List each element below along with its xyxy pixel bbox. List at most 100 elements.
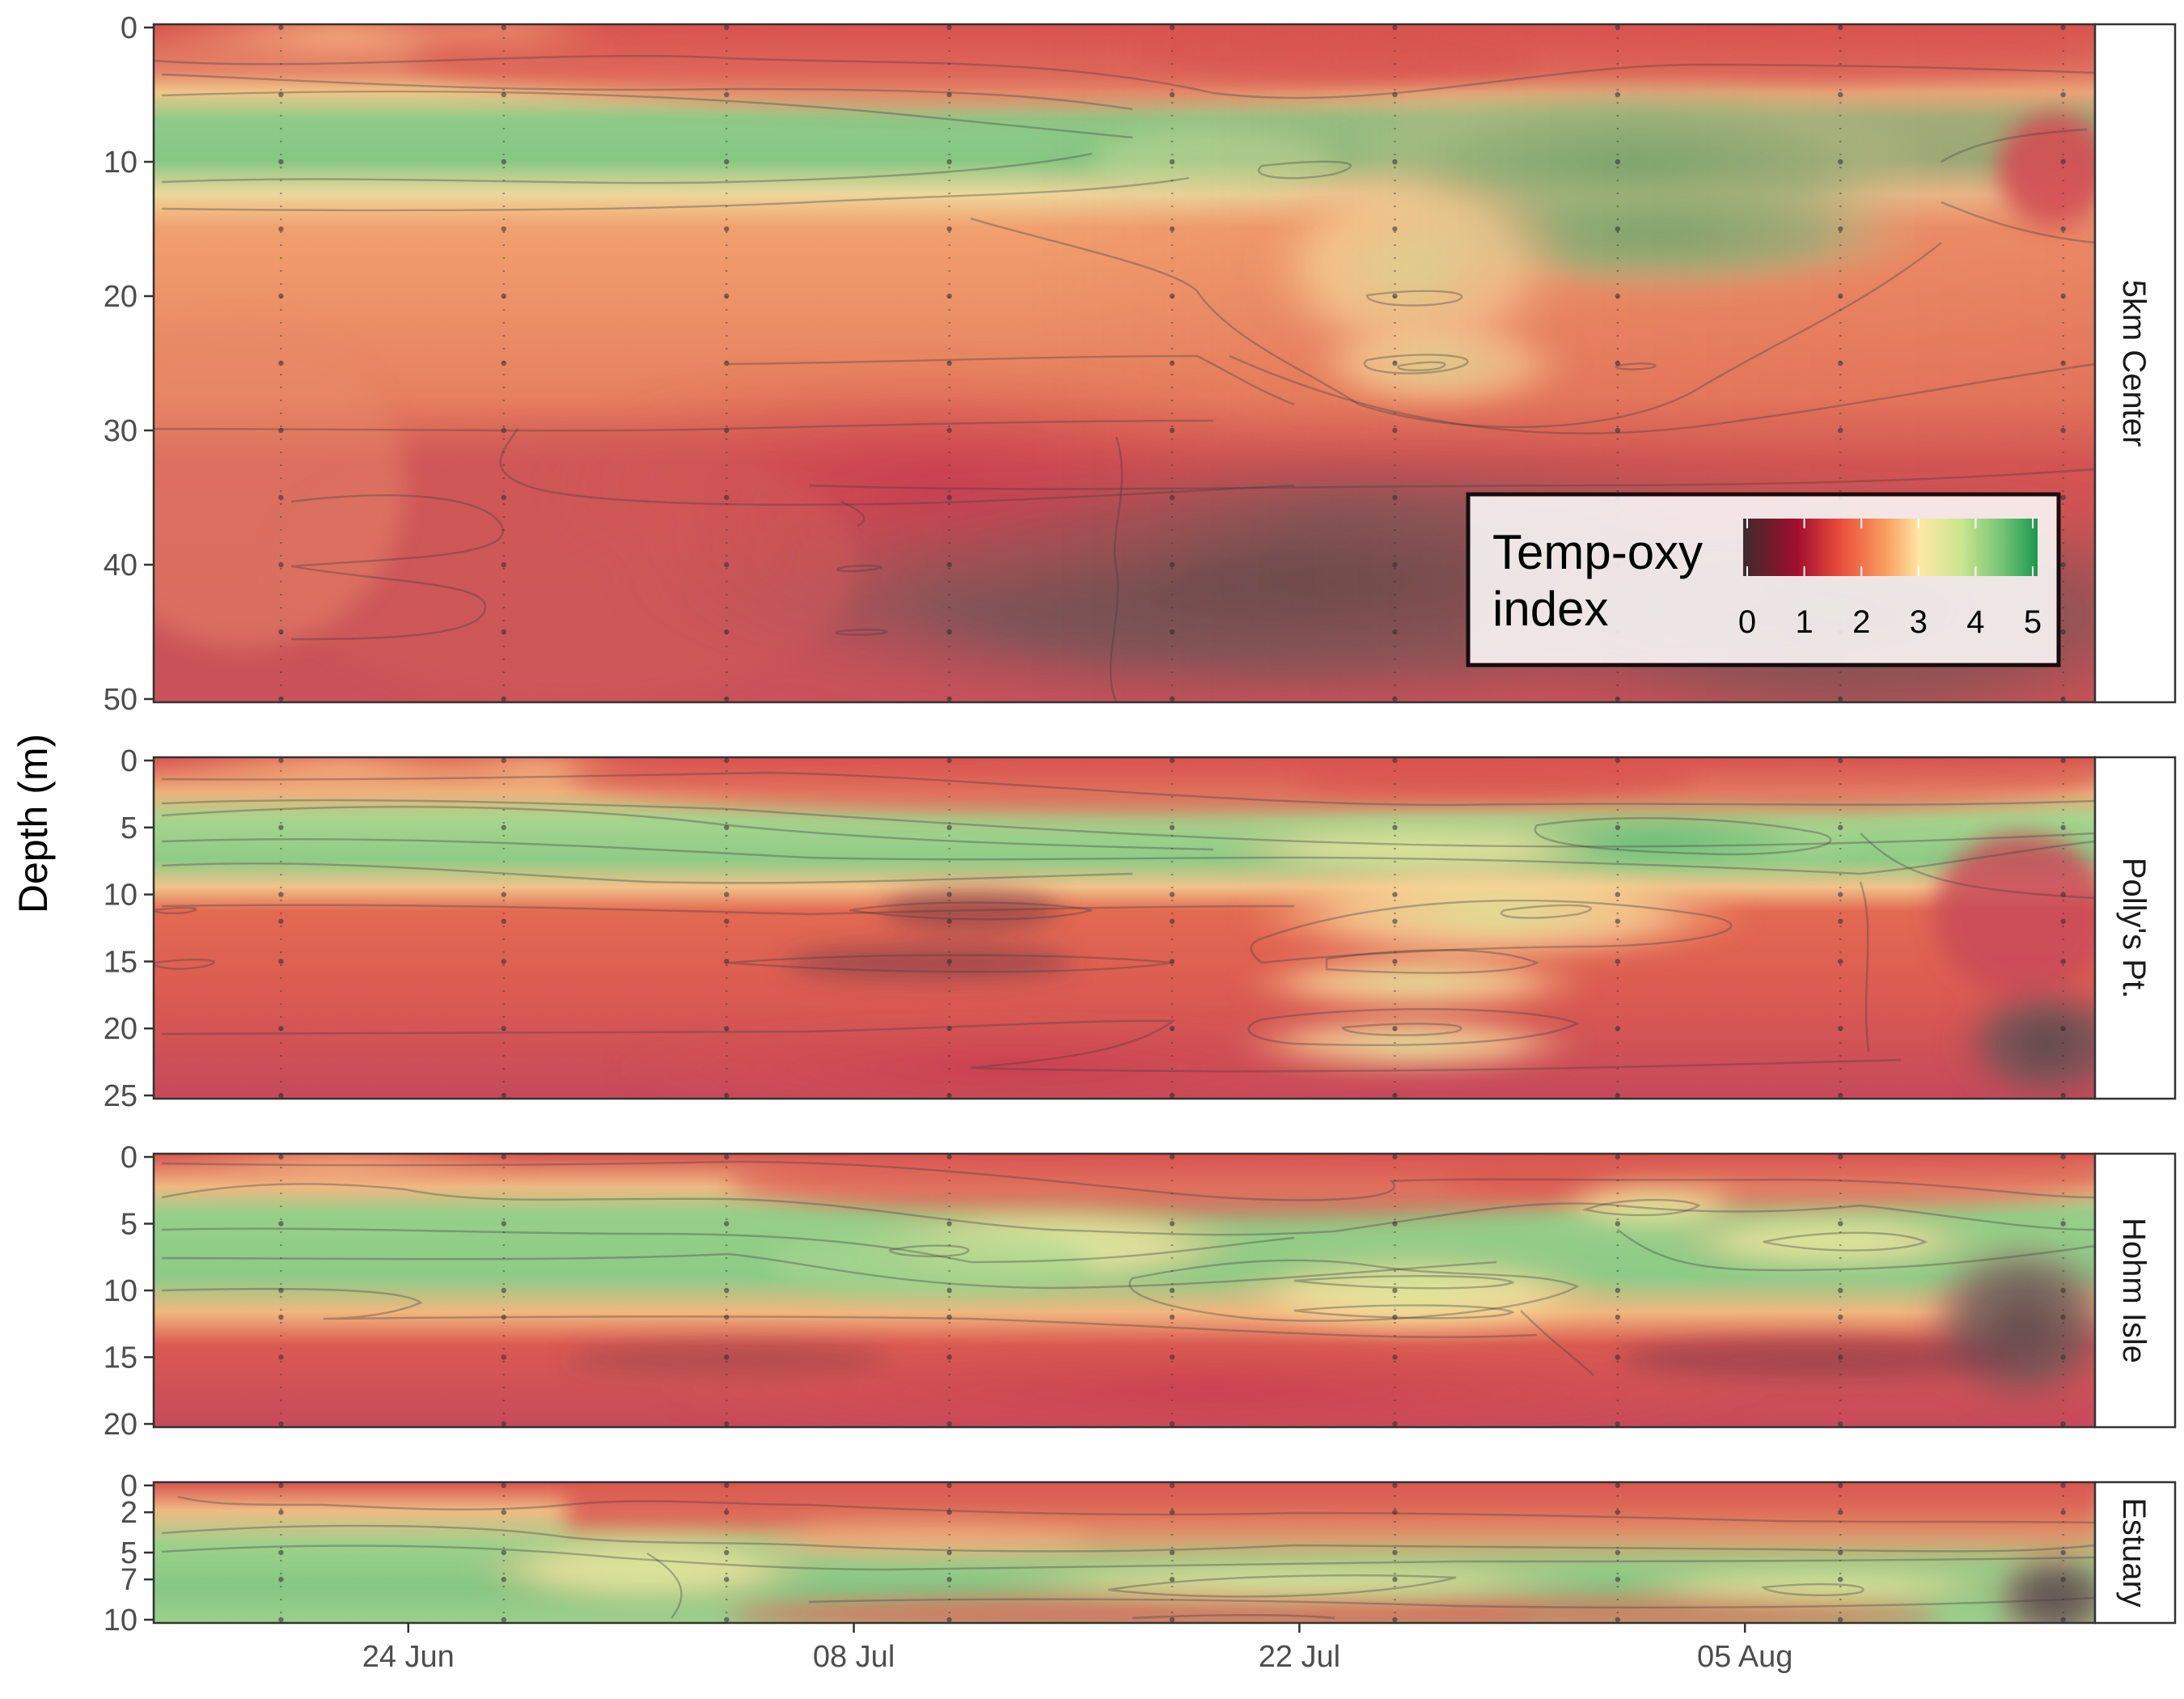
sample-point (501, 959, 506, 964)
sample-point (1615, 959, 1621, 964)
sample-point (1838, 226, 1843, 232)
y-tick-label: 5 (121, 1208, 138, 1242)
sample-point (501, 494, 506, 501)
sample-point (723, 1510, 730, 1515)
sample-point (1169, 1482, 1175, 1489)
sample-point (2060, 494, 2066, 501)
sample-point (1838, 1549, 1843, 1556)
sample-point (278, 1221, 284, 1227)
sample-point (1392, 427, 1398, 434)
sample-point (501, 1221, 506, 1227)
sample-point (1615, 1221, 1621, 1227)
sample-point (946, 226, 952, 232)
y-tick-label: 5 (121, 811, 138, 845)
sample-point (723, 91, 730, 98)
legend-tick-label: 3 (1910, 604, 1928, 640)
y-tick-label: 40 (104, 549, 138, 583)
sample-point (2060, 91, 2066, 98)
sample-point (501, 1287, 506, 1294)
sample-point (946, 494, 952, 501)
sample-point (1838, 360, 1843, 366)
sample-point (1169, 1354, 1175, 1360)
sample-point (1838, 696, 1843, 702)
sample-point (1169, 1421, 1175, 1427)
sample-point (2060, 1421, 2066, 1427)
sample-point (1615, 1577, 1621, 1582)
sample-point (946, 360, 952, 366)
sample-point (1838, 91, 1843, 98)
sample-point (1838, 959, 1843, 964)
sample-point (1615, 427, 1621, 434)
sample-point (946, 757, 952, 764)
sample-point (1392, 1287, 1398, 1294)
legend-colorbar (1743, 519, 2038, 576)
y-tick-label: 2 (121, 1496, 138, 1530)
sample-point (278, 1616, 284, 1623)
sample-point (946, 1577, 952, 1582)
sample-point (278, 1421, 284, 1427)
strip-label-pollys-pt: Polly's Pt. (2116, 858, 2152, 998)
legend-tick-label: 4 (1966, 604, 1984, 640)
sample-point (278, 959, 284, 964)
sample-point (1169, 494, 1175, 501)
sample-point (2060, 1354, 2066, 1360)
sample-point (946, 1026, 952, 1032)
sample-point (1838, 918, 1843, 924)
sample-point (946, 561, 952, 568)
sample-point (2060, 226, 2066, 232)
sample-point (1838, 1314, 1843, 1320)
sample-point (1838, 293, 1843, 299)
sample-point (1838, 1510, 1843, 1515)
strip-pollys-pt (2093, 756, 2177, 1100)
sample-point (278, 226, 284, 232)
sample-point (278, 629, 284, 635)
sample-point (278, 1549, 284, 1556)
sample-point (2060, 293, 2066, 299)
sample-point (1169, 293, 1175, 299)
sample-point (501, 1616, 506, 1623)
sample-point (946, 159, 952, 165)
sample-point (2060, 1221, 2066, 1227)
sample-point (1838, 427, 1843, 434)
strip-5km-center (2093, 23, 2177, 704)
sample-point (946, 1092, 952, 1099)
sample-dots-estuary (278, 1482, 2066, 1623)
sample-point (2060, 159, 2066, 165)
sample-point (1169, 1092, 1175, 1099)
sample-point (723, 1092, 730, 1099)
y-tick-label: 20 (104, 1012, 138, 1046)
sample-point (1392, 1616, 1398, 1623)
sample-point (1838, 1421, 1843, 1427)
sample-point (723, 1421, 730, 1427)
sample-point (1392, 1510, 1398, 1515)
sample-dots-5km-center (278, 24, 2066, 702)
contours-estuary (161, 1495, 2095, 1620)
contours-hohm-isle (161, 1160, 2095, 1376)
y-ticks-5km-center: 0 10 20 30 40 50 (104, 11, 154, 717)
sample-point (1169, 757, 1175, 764)
sample-point (278, 427, 284, 434)
sample-point (2060, 1510, 2066, 1515)
sample-point (1392, 1154, 1398, 1160)
sample-point (1392, 24, 1398, 31)
sample-point (278, 1510, 284, 1515)
sample-point (723, 1314, 730, 1320)
sample-point (501, 696, 506, 702)
sample-point (1169, 696, 1175, 702)
sample-point (1838, 892, 1843, 897)
x-tick-label: 05 Aug (1697, 1640, 1792, 1674)
sample-point (1615, 892, 1621, 897)
sample-point (1838, 757, 1843, 764)
sample-point (2060, 959, 2066, 964)
sample-point (946, 629, 952, 635)
sample-point (723, 561, 730, 568)
sample-point (1392, 91, 1398, 98)
sample-point (278, 1154, 284, 1160)
sample-point (1169, 824, 1175, 830)
y-tick-label: 20 (104, 280, 138, 314)
sample-point (1169, 91, 1175, 98)
sample-point (501, 757, 506, 764)
sample-point (2060, 918, 2066, 924)
legend-ticks: 0 1 2 3 4 5 (1738, 519, 2042, 640)
y-ticks-hohm-isle: 0 5 10 15 20 (104, 1141, 154, 1442)
